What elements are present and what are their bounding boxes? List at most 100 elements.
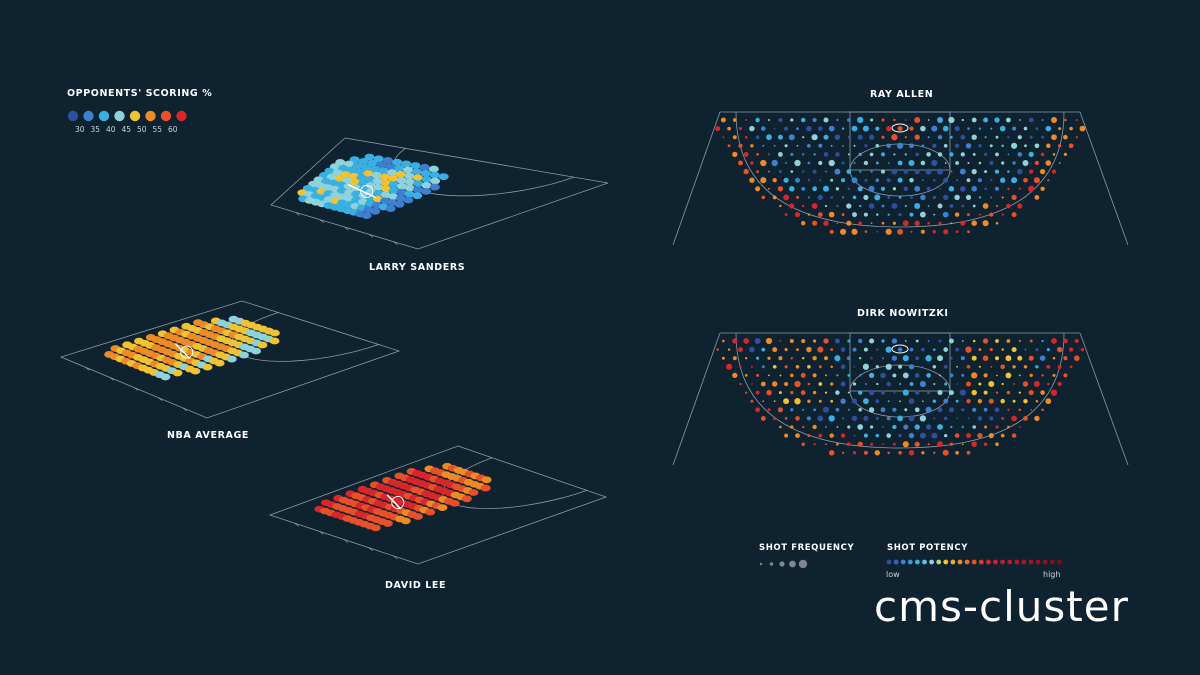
court-tick [368,547,373,551]
defense-dot [372,177,383,185]
shot-dot [825,426,827,428]
shot-dot [908,450,915,456]
shot-dot [745,391,748,394]
shot-dot [756,153,759,156]
shot-dot [990,127,993,130]
shot-dot [885,363,892,370]
shot-dot [847,391,850,394]
shot-dot [745,119,748,121]
court-tick [343,539,349,543]
shot-dot [984,170,988,174]
shot-dot [882,426,884,428]
shot-dot [1012,161,1016,165]
shot-dot [943,143,948,148]
shot-dot [870,118,874,122]
shot-dot [1017,168,1023,175]
shot-dot [777,186,784,192]
panel-title-nba-average: NBA AVERAGE [167,430,249,441]
potency-swatch [1035,559,1041,565]
shot-dot [779,374,782,377]
shot-dot [863,194,869,200]
shot-dot [891,338,898,344]
shot-dot [1017,203,1023,209]
shot-dot [836,222,839,225]
defense-dot [238,351,249,359]
shot-dot [954,143,960,148]
shot-dot [891,168,898,175]
shot-dot [1024,196,1027,199]
shot-dot [813,408,817,412]
potency-swatch [943,559,949,565]
defense-dot [412,513,423,520]
shot-dot [965,143,972,149]
shot-dot [772,347,778,353]
shot-dot [887,196,891,199]
shot-dot [936,168,944,175]
shot-dot [1006,117,1011,123]
shot-dot [813,443,816,446]
scoring-swatch [114,110,125,122]
shot-dot [869,338,875,344]
shot-dot [944,382,948,386]
defense-dot [425,508,436,516]
scoring-legend-tick: 50 [137,125,147,134]
shot-dot [795,433,800,439]
shot-dot [1057,381,1062,387]
shot-dot [881,169,885,174]
shot-dot [926,152,931,157]
defense-panels [59,137,609,565]
shot-dot [840,398,846,404]
shot-dot [1034,143,1040,149]
shot-dot [954,194,960,201]
shot-dot [1028,151,1034,157]
court-tick [294,522,299,527]
shot-dot [982,355,989,361]
shot-dot [1022,159,1029,167]
shot-dot [881,152,885,157]
shot-dot [847,153,850,156]
shot-dot [948,116,955,124]
shot-dot [1058,162,1061,164]
shot-dot [824,391,828,394]
shot-dot [915,152,920,157]
shot-dot [874,194,881,201]
shot-dot [1000,398,1005,404]
shot-dot [886,143,891,149]
shot-dot [886,125,892,132]
shot-dot [846,220,852,226]
shot-dot [971,168,977,175]
shot-dot [893,391,896,394]
shot-dot [994,169,1000,174]
shot-dot [750,365,753,368]
shot-dot [1035,399,1039,403]
shot-dot [1007,135,1010,139]
shot-dot [755,135,760,140]
defense-dot [394,200,405,208]
defense-dot [379,173,390,181]
shot-dot [749,177,755,183]
shot-dot [1052,356,1056,360]
defense-dot [461,495,472,503]
shot-dot [1068,143,1074,149]
shot-dot [1057,144,1062,148]
shot-dot [1000,177,1006,183]
shot-dot [1064,118,1067,122]
shot-dot [1033,381,1040,387]
shot-dot [785,162,787,164]
shot-dot [835,407,840,412]
defense-dot [419,163,430,171]
shot-dot [1058,127,1062,131]
defense-dot [190,367,201,375]
shot-dot [784,433,789,438]
shot-dot [995,152,999,157]
shot-dot [863,450,868,455]
panel-title-dirk-nowitzki: DIRK NOWITZKI [857,308,949,319]
shot-dot [870,170,873,173]
shot-dot [904,408,908,412]
shot-dot [851,177,858,184]
potency-swatch [1021,559,1027,565]
shot-dot [739,365,742,369]
shot-dot [937,441,943,448]
shot-dot [892,187,897,191]
shot-dot [818,382,823,386]
